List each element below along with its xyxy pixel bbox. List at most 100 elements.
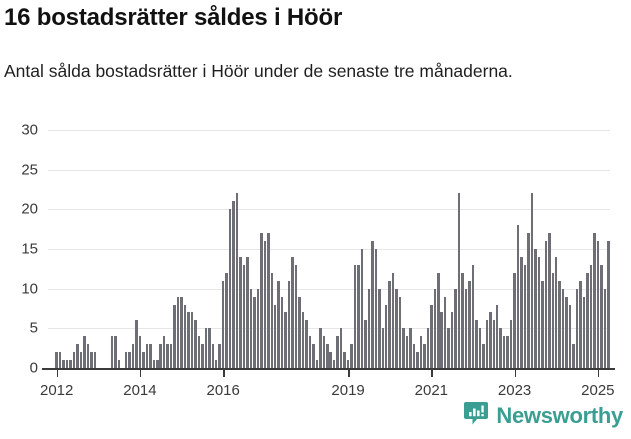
bar bbox=[114, 336, 117, 368]
bar bbox=[319, 328, 322, 368]
bar bbox=[603, 288, 607, 368]
bar bbox=[558, 280, 561, 368]
bar bbox=[551, 272, 554, 368]
bar bbox=[381, 328, 384, 368]
bar bbox=[426, 328, 430, 368]
bar bbox=[530, 193, 534, 368]
bar bbox=[492, 320, 496, 368]
bar bbox=[86, 344, 90, 368]
bar bbox=[135, 320, 138, 368]
bar bbox=[339, 328, 343, 368]
bar bbox=[69, 360, 72, 368]
bar bbox=[329, 352, 332, 368]
bar bbox=[440, 312, 443, 368]
bar bbox=[312, 344, 315, 368]
bar bbox=[65, 360, 69, 368]
x-axis-tick-label: 2025 bbox=[581, 382, 615, 399]
bar bbox=[235, 193, 239, 368]
bar bbox=[131, 344, 135, 368]
bar bbox=[90, 352, 93, 368]
bar bbox=[360, 249, 364, 368]
bar bbox=[169, 344, 173, 368]
bar bbox=[215, 360, 218, 368]
bar bbox=[572, 344, 575, 368]
bar bbox=[516, 225, 520, 368]
bar bbox=[367, 288, 371, 368]
bar bbox=[447, 328, 450, 368]
bar bbox=[239, 256, 242, 368]
y-axis-tick-label: 20 bbox=[21, 200, 38, 218]
bar bbox=[145, 344, 149, 368]
bar bbox=[364, 320, 367, 368]
gridline bbox=[48, 288, 610, 290]
bar bbox=[544, 241, 548, 368]
bar bbox=[332, 360, 336, 368]
bar bbox=[301, 312, 305, 368]
bar bbox=[371, 241, 374, 368]
bar bbox=[374, 249, 378, 368]
bar bbox=[509, 320, 513, 368]
bar bbox=[76, 344, 79, 368]
bar bbox=[336, 336, 339, 368]
bar bbox=[534, 249, 537, 368]
bar bbox=[423, 344, 426, 368]
gridline bbox=[48, 249, 610, 250]
y-axis-tick-label: 10 bbox=[21, 280, 38, 298]
bar bbox=[600, 264, 603, 368]
bar bbox=[263, 241, 267, 368]
bar bbox=[211, 344, 215, 368]
gridline bbox=[48, 169, 610, 171]
bar bbox=[568, 304, 572, 368]
bar bbox=[166, 344, 169, 368]
bar bbox=[183, 304, 187, 368]
bar bbox=[464, 288, 468, 368]
x-axis-tick-label: 2016 bbox=[206, 382, 240, 399]
bar bbox=[58, 352, 62, 368]
bar bbox=[416, 352, 419, 368]
bar bbox=[201, 344, 204, 368]
bar bbox=[350, 344, 353, 368]
bar bbox=[541, 280, 544, 368]
bar bbox=[461, 272, 464, 368]
bar bbox=[190, 312, 194, 368]
chart-subtitle: Antal sålda bostadsrätter i Höör under d… bbox=[4, 61, 513, 81]
bar bbox=[242, 264, 246, 368]
bar bbox=[589, 264, 593, 368]
x-axis-tick bbox=[597, 370, 600, 377]
bar bbox=[152, 360, 156, 368]
bar bbox=[221, 280, 225, 368]
bar bbox=[305, 320, 308, 368]
bar bbox=[398, 296, 402, 368]
bar bbox=[565, 296, 568, 368]
y-axis-tick-label: 5 bbox=[29, 319, 38, 337]
bar bbox=[228, 209, 232, 368]
bar bbox=[506, 336, 509, 368]
bar bbox=[280, 296, 284, 368]
bar bbox=[117, 360, 121, 368]
bar bbox=[513, 272, 516, 368]
page-title: 16 bostadsrätter såldes i Höör bbox=[4, 4, 343, 31]
bar bbox=[343, 352, 346, 368]
y-axis-tick-label: 15 bbox=[21, 240, 38, 258]
bar bbox=[443, 296, 447, 368]
x-axis-tick-label: 2023 bbox=[497, 382, 532, 399]
bar bbox=[55, 352, 58, 368]
x-axis-tick-label: 2014 bbox=[123, 382, 157, 399]
bar bbox=[419, 336, 423, 368]
bar bbox=[468, 280, 471, 368]
bar bbox=[208, 328, 211, 368]
bar bbox=[433, 288, 437, 368]
bar bbox=[582, 296, 586, 368]
x-axis-tick bbox=[223, 370, 225, 377]
y-axis-tick-label: 25 bbox=[21, 161, 38, 179]
bar-chart-speech-bubble-icon bbox=[463, 400, 489, 431]
x-axis-tick-label: 2021 bbox=[414, 382, 449, 399]
bar bbox=[284, 312, 287, 368]
bar bbox=[277, 280, 280, 368]
bar bbox=[502, 336, 506, 368]
bar bbox=[83, 336, 86, 368]
newsworthy-logo[interactable]: Newsworthy bbox=[463, 400, 623, 431]
bar bbox=[561, 288, 565, 368]
bar bbox=[430, 304, 433, 368]
bar bbox=[554, 256, 558, 368]
